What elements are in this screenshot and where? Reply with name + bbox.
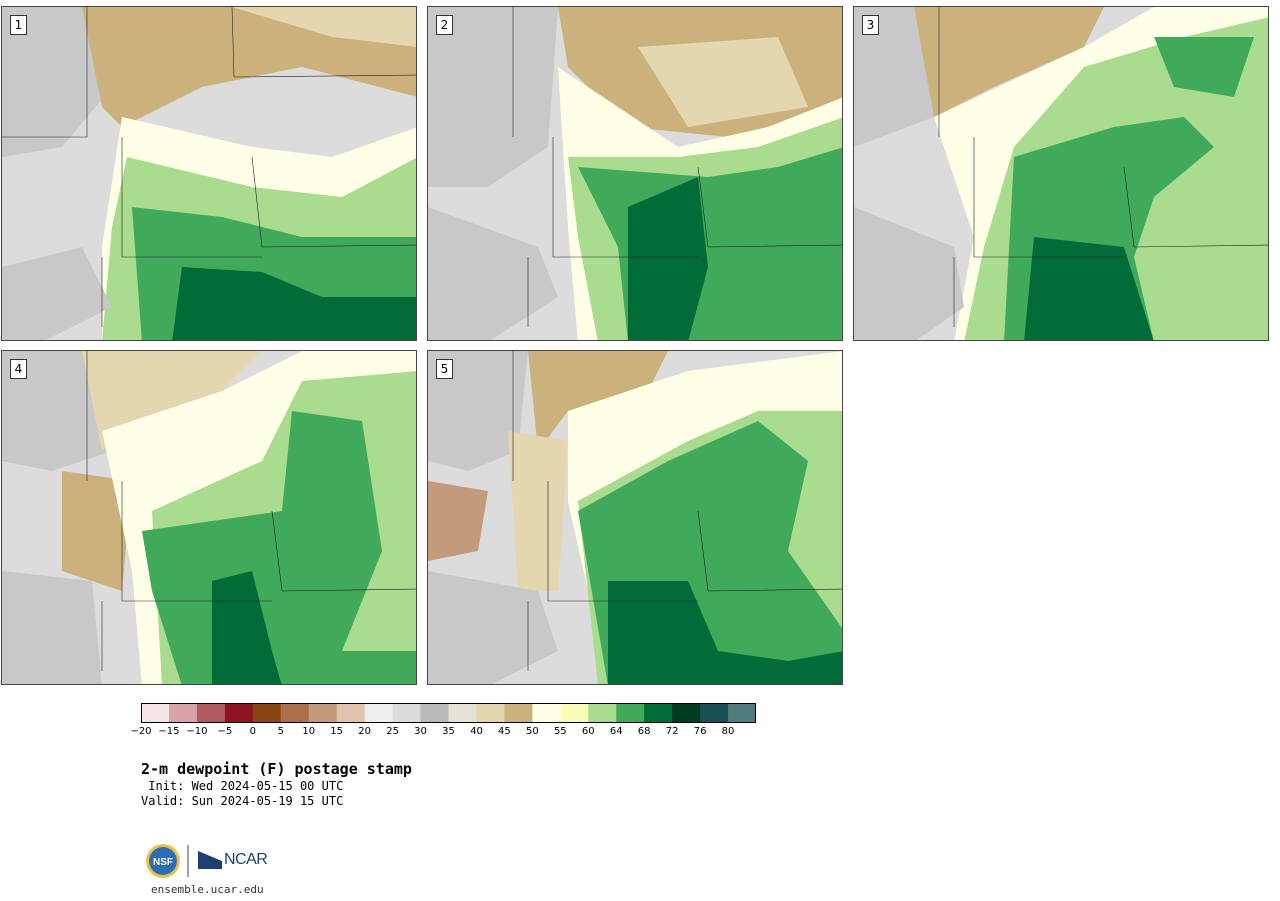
colorbar-tick-label: −5 bbox=[217, 726, 233, 737]
colorbar-swatch bbox=[308, 703, 338, 723]
colorbar-swatch bbox=[420, 703, 449, 723]
colorbar-swatch bbox=[616, 703, 645, 723]
colorbar-swatch bbox=[280, 703, 310, 723]
nsf-logo-icon: NSF bbox=[146, 844, 222, 878]
colorbar-tick-label: 40 bbox=[470, 726, 483, 737]
colorbar-swatch bbox=[672, 703, 701, 723]
ncar-logo-text: NCAR bbox=[224, 851, 268, 868]
colorbar-tick-label: 55 bbox=[553, 726, 567, 737]
colorbar-tick-label: 76 bbox=[693, 726, 707, 737]
colorbar-tick-label: 15 bbox=[330, 726, 344, 737]
colorbar-swatch bbox=[252, 703, 282, 723]
colorbar-swatch bbox=[392, 703, 422, 723]
logos: NSF NCAR bbox=[144, 841, 274, 881]
colorbar-swatch bbox=[504, 703, 533, 723]
panel-label-4: 4 bbox=[10, 359, 27, 379]
colorbar-tick-label: 64 bbox=[609, 726, 623, 737]
colorbar-tick-label: 25 bbox=[386, 726, 399, 737]
panel-label-1: 1 bbox=[10, 15, 27, 35]
colorbar-swatch bbox=[700, 703, 729, 723]
colorbar-swatch bbox=[224, 703, 254, 723]
colorbar-swatch bbox=[364, 703, 394, 723]
colorbar-swatch bbox=[448, 703, 477, 723]
colorbar-tick-label: 20 bbox=[358, 726, 371, 737]
colorbar-swatch bbox=[560, 703, 589, 723]
dewpoint-map-5 bbox=[428, 351, 842, 684]
colorbar-swatch bbox=[644, 703, 673, 723]
colorbar-tick-label: 68 bbox=[637, 726, 651, 737]
chart-title: 2-m dewpoint (F) postage stamp bbox=[141, 760, 412, 778]
colorbar-swatch bbox=[168, 703, 198, 723]
dewpoint-colorbar bbox=[141, 703, 756, 723]
map-panel-4: 4 bbox=[1, 350, 417, 685]
colorbar-tick-label: 72 bbox=[665, 726, 679, 737]
map-panel-2: 2 bbox=[427, 6, 843, 341]
map-panel-3: 3 bbox=[853, 6, 1269, 341]
colorbar-tick-label: 80 bbox=[721, 726, 735, 737]
map-panel-1: 1 bbox=[1, 6, 417, 341]
nsf-logo-text: NSF bbox=[153, 857, 173, 868]
colorbar-swatch bbox=[196, 703, 226, 723]
dewpoint-map-1 bbox=[2, 7, 416, 340]
colorbar-swatch bbox=[588, 703, 617, 723]
dewpoint-map-4 bbox=[2, 351, 416, 684]
panel-label-2: 2 bbox=[436, 15, 453, 35]
init-time: Init: Wed 2024-05-15 00 UTC bbox=[141, 779, 344, 793]
colorbar-tick-label: 60 bbox=[581, 726, 595, 737]
website-url: ensemble.ucar.edu bbox=[151, 883, 264, 896]
colorbar-swatch bbox=[141, 703, 170, 723]
colorbar-tick-label: 0 bbox=[249, 726, 256, 737]
panel-label-3: 3 bbox=[862, 15, 879, 35]
colorbar-tick-label: 45 bbox=[498, 726, 511, 737]
colorbar-swatch bbox=[476, 703, 505, 723]
dewpoint-map-3 bbox=[854, 7, 1268, 340]
colorbar-swatch bbox=[532, 703, 561, 723]
colorbar-tick-label: −15 bbox=[158, 726, 180, 737]
valid-time: Valid: Sun 2024-05-19 15 UTC bbox=[141, 794, 344, 808]
colorbar-tick-label: 50 bbox=[525, 726, 539, 737]
colorbar-swatch bbox=[336, 703, 366, 723]
panel-label-5: 5 bbox=[436, 359, 453, 379]
dewpoint-map-2 bbox=[428, 7, 842, 340]
colorbar-tick-label: 5 bbox=[277, 726, 284, 737]
map-panel-5: 5 bbox=[427, 350, 843, 685]
colorbar-tick-label: 30 bbox=[414, 726, 427, 737]
colorbar-swatch bbox=[728, 703, 756, 723]
colorbar-tick-label: 35 bbox=[442, 726, 455, 737]
colorbar-tick-labels: −20 −15 −10 −5 0 5 10 15 20 25 30 35 40 45 50 55 60 64 68 7… bbox=[130, 726, 756, 740]
colorbar-tick-label: 10 bbox=[302, 726, 316, 737]
colorbar-tick-label: −10 bbox=[186, 726, 208, 737]
colorbar-tick-label: −20 bbox=[130, 726, 152, 737]
